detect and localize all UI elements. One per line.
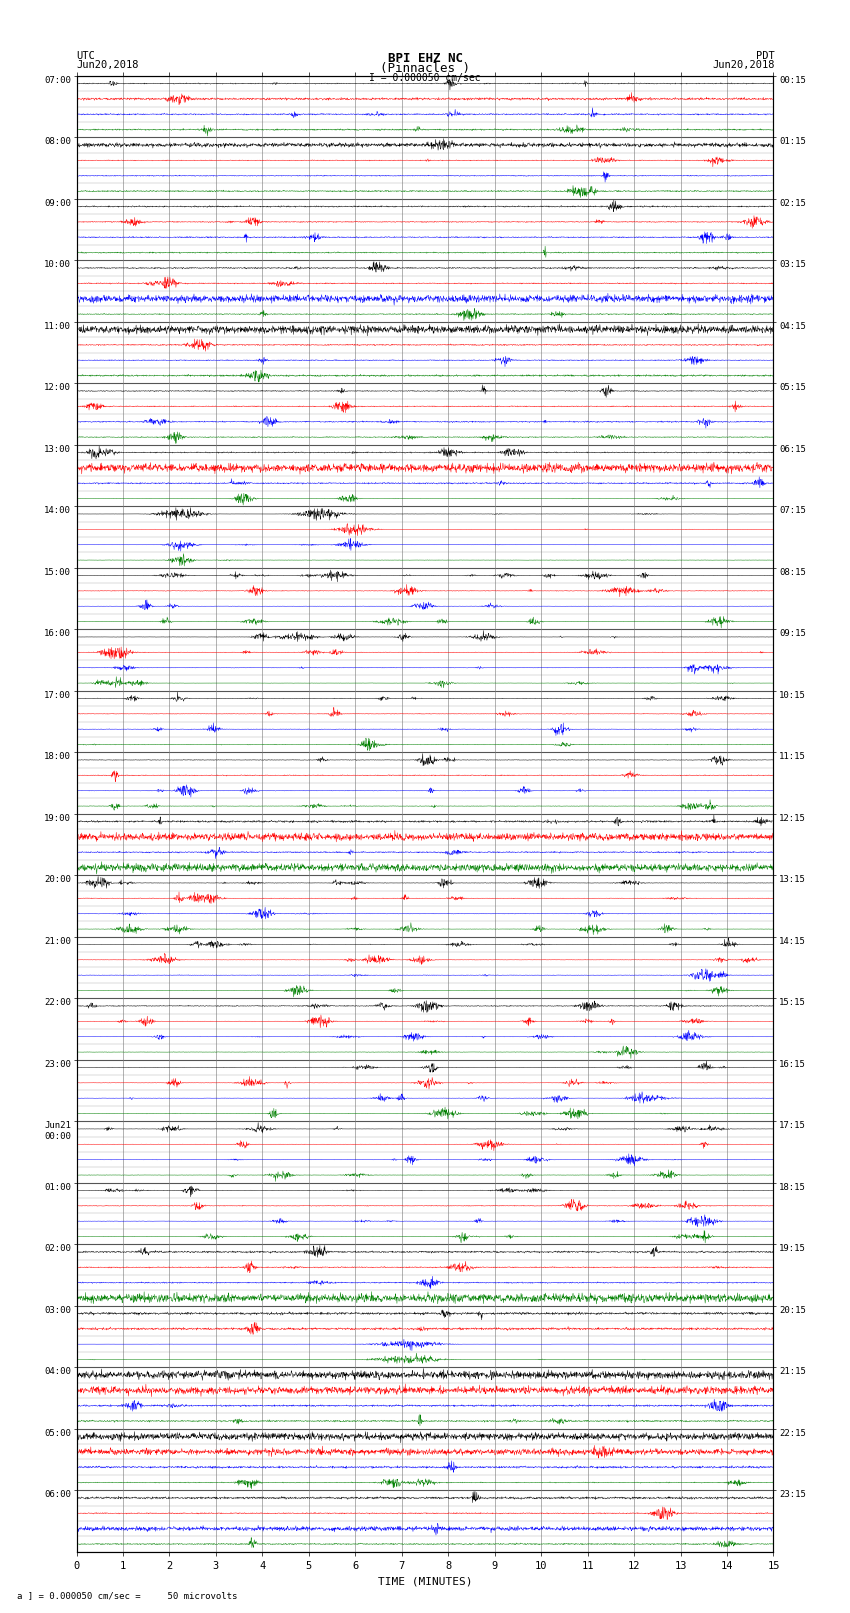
- Text: (Pinnacles ): (Pinnacles ): [380, 63, 470, 76]
- Text: BPI EHZ NC: BPI EHZ NC: [388, 52, 462, 66]
- Text: Jun20,2018: Jun20,2018: [76, 60, 139, 71]
- Text: a ] = 0.000050 cm/sec =     50 microvolts: a ] = 0.000050 cm/sec = 50 microvolts: [17, 1590, 237, 1600]
- Text: PDT: PDT: [756, 50, 775, 61]
- X-axis label: TIME (MINUTES): TIME (MINUTES): [377, 1576, 473, 1586]
- Text: Jun20,2018: Jun20,2018: [712, 60, 775, 71]
- Text: I = 0.000050 cm/sec: I = 0.000050 cm/sec: [369, 73, 481, 82]
- Text: UTC: UTC: [76, 50, 95, 61]
